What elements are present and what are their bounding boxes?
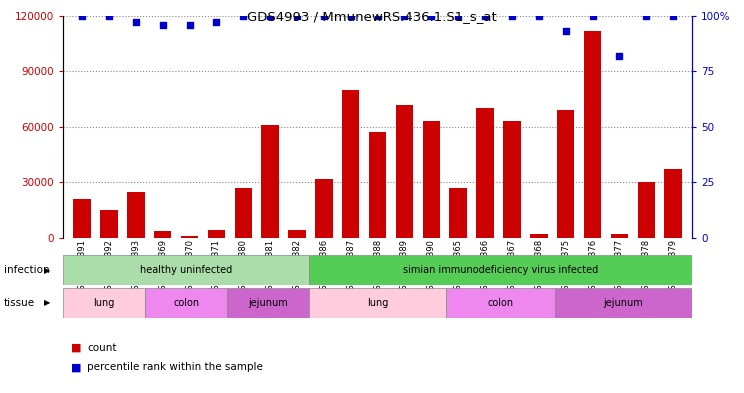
Bar	[530, 234, 548, 238]
Text: colon: colon	[487, 298, 513, 308]
Point	[76, 13, 88, 19]
Text: healthy uninfected: healthy uninfected	[140, 265, 232, 275]
Bar	[154, 231, 171, 238]
Point	[559, 28, 571, 35]
Bar	[342, 90, 359, 238]
Text: GDS4993 / MmunewRS.436.1.S1_s_at: GDS4993 / MmunewRS.436.1.S1_s_at	[247, 10, 497, 23]
Bar	[288, 230, 306, 238]
Text: colon: colon	[173, 298, 199, 308]
Point	[506, 13, 518, 19]
Bar	[234, 188, 252, 238]
Bar	[396, 105, 413, 238]
Point	[291, 13, 303, 19]
Text: jejunum: jejunum	[603, 298, 644, 308]
Point	[103, 13, 115, 19]
Bar	[310, 288, 446, 318]
Point	[533, 13, 545, 19]
Point	[586, 13, 598, 19]
Bar	[127, 191, 144, 238]
Bar	[638, 182, 655, 238]
Point	[426, 13, 437, 19]
Point	[211, 19, 222, 26]
Bar	[74, 199, 91, 238]
Point	[372, 13, 384, 19]
Text: tissue: tissue	[4, 298, 35, 308]
Bar	[369, 132, 386, 238]
Point	[667, 13, 679, 19]
Bar	[557, 110, 574, 238]
Text: percentile rank within the sample: percentile rank within the sample	[87, 362, 263, 373]
Bar	[315, 178, 333, 238]
Bar	[261, 125, 279, 238]
Bar	[476, 108, 494, 238]
Point	[479, 13, 491, 19]
Text: infection: infection	[4, 265, 49, 275]
Bar	[664, 169, 682, 238]
Text: ■: ■	[71, 343, 81, 353]
Bar	[145, 288, 227, 318]
Bar	[100, 210, 118, 238]
Bar	[181, 235, 198, 238]
Point	[399, 13, 411, 19]
Point	[264, 13, 276, 19]
Bar	[227, 288, 310, 318]
Text: ■: ■	[71, 362, 81, 373]
Point	[613, 53, 625, 59]
Text: lung: lung	[367, 298, 388, 308]
Point	[157, 22, 169, 28]
Text: jejunum: jejunum	[248, 298, 288, 308]
Point	[130, 19, 142, 26]
Point	[344, 13, 356, 19]
Text: simian immunodeficiency virus infected: simian immunodeficiency virus infected	[403, 265, 598, 275]
Bar	[503, 121, 521, 238]
Bar	[555, 288, 692, 318]
Bar	[446, 288, 555, 318]
Bar	[63, 255, 310, 285]
Point	[184, 22, 196, 28]
Bar	[611, 234, 628, 238]
Text: ▶: ▶	[44, 298, 50, 307]
Text: lung: lung	[94, 298, 115, 308]
Point	[452, 13, 464, 19]
Text: ▶: ▶	[44, 266, 50, 275]
Bar	[208, 230, 225, 238]
Bar	[423, 121, 440, 238]
Bar	[310, 255, 692, 285]
Bar	[63, 288, 145, 318]
Point	[237, 13, 249, 19]
Bar	[584, 31, 601, 238]
Point	[318, 13, 330, 19]
Text: count: count	[87, 343, 117, 353]
Point	[641, 13, 652, 19]
Bar	[449, 188, 467, 238]
